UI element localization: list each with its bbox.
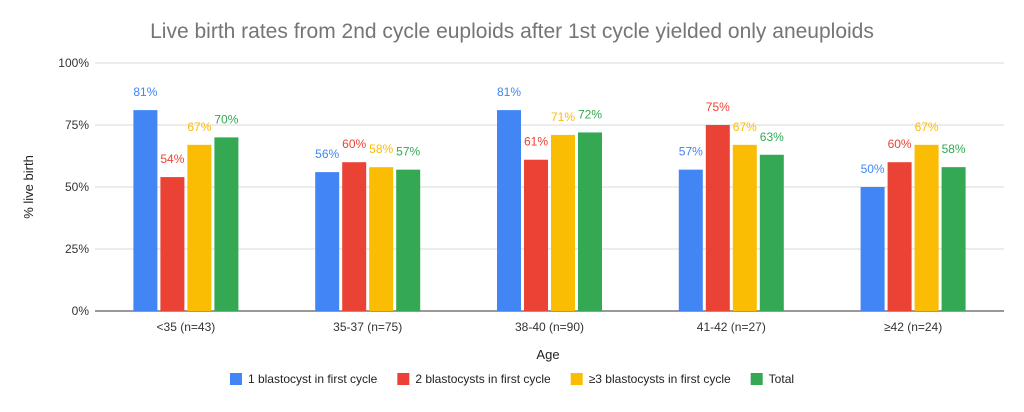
bar xyxy=(860,187,885,311)
bar xyxy=(524,159,548,311)
legend: 1 blastocyst in first cycle 2 blastocysts… xyxy=(229,372,794,386)
x-tick-label: ≥42 (n=24) xyxy=(884,320,942,334)
x-tick-label: 35-37 (n=75) xyxy=(333,320,402,334)
legend-item: Total xyxy=(750,372,794,386)
bars xyxy=(133,110,966,312)
y-tick-label: 50% xyxy=(65,180,89,194)
data-label: 57% xyxy=(679,145,703,159)
x-tick-label: <35 (n=43) xyxy=(157,320,216,334)
data-label: 81% xyxy=(497,85,521,99)
legend-label: Total xyxy=(769,372,794,386)
x-tick-label: 38-40 (n=90) xyxy=(515,320,584,334)
data-label: 60% xyxy=(342,137,366,151)
data-label: 81% xyxy=(133,85,157,99)
bar xyxy=(759,154,784,311)
bar xyxy=(941,167,966,311)
bar xyxy=(732,144,757,311)
bar xyxy=(578,132,602,311)
legend-label: 1 blastocyst in first cycle xyxy=(248,372,378,386)
data-label: 70% xyxy=(214,112,238,126)
data-label: 75% xyxy=(706,100,730,114)
data-label: 54% xyxy=(160,152,184,166)
chart-title: Live birth rates from 2nd cycle euploids… xyxy=(150,20,874,43)
y-tick-label: 75% xyxy=(65,118,89,132)
data-label: 50% xyxy=(861,162,885,176)
bar xyxy=(551,134,575,311)
bar xyxy=(214,137,239,311)
data-label: 58% xyxy=(369,142,393,156)
legend-label: ≥3 blastocysts in first cycle xyxy=(589,372,731,386)
data-labels: 81%54%67%70%56%60% 58% 57%81%61%71% 72%57%7… xyxy=(133,85,966,176)
data-label: 67% xyxy=(915,120,939,134)
legend-item: 1 blastocyst in first cycle xyxy=(229,372,378,386)
bar xyxy=(133,110,158,312)
legend-swatch xyxy=(750,373,763,385)
y-tick-label: 100% xyxy=(58,56,89,70)
bar xyxy=(160,177,185,311)
legend-swatch xyxy=(229,373,242,385)
data-label: 61% xyxy=(524,135,548,149)
legend-label: 2 blastocysts in first cycle xyxy=(415,372,551,386)
legend-swatch xyxy=(570,373,583,385)
bar xyxy=(187,144,212,311)
bar xyxy=(342,162,367,311)
y-tick-label: 0% xyxy=(72,304,90,318)
gridlines xyxy=(95,62,1004,312)
legend-item: ≥3 blastocysts in first cycle xyxy=(570,372,731,386)
data-label: 60% xyxy=(888,137,912,151)
data-label: 67% xyxy=(733,120,757,134)
x-axis-title: Age xyxy=(536,347,559,362)
data-label: 57% xyxy=(396,145,420,159)
data-label: 72% xyxy=(578,107,602,121)
x-tick-label: 41-42 (n=27) xyxy=(697,320,766,334)
data-label: 58% xyxy=(942,142,966,156)
legend-swatch xyxy=(397,373,410,385)
bar xyxy=(914,144,939,311)
bar xyxy=(887,162,912,311)
legend-item: 2 blastocysts in first cycle xyxy=(397,372,551,386)
bar xyxy=(497,110,521,312)
data-label: 56% xyxy=(315,147,339,161)
bar xyxy=(705,125,730,311)
x-axis-ticks: <35 (n=43) 35-37 (n=75) 38-40 (n=90) 41-42 … xyxy=(157,320,943,334)
data-label: 71% xyxy=(551,110,575,124)
data-label: 63% xyxy=(760,130,784,144)
bar xyxy=(369,167,394,311)
bar xyxy=(315,172,340,311)
y-axis-ticks: 0% 25% 50% 75% 100% xyxy=(58,56,89,318)
y-tick-label: 25% xyxy=(65,242,89,256)
y-axis-title: % live birth xyxy=(21,155,36,219)
bar xyxy=(396,169,421,311)
data-label: 67% xyxy=(187,120,211,134)
bar xyxy=(678,169,703,311)
